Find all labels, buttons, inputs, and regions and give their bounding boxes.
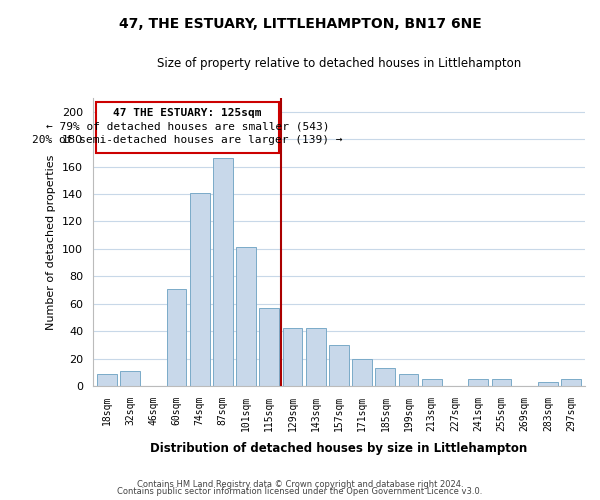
FancyBboxPatch shape [97,102,278,153]
Bar [283,328,302,386]
X-axis label: Distribution of detached houses by size in Littlehampton: Distribution of detached houses by size … [151,442,527,455]
Bar [422,379,442,386]
Text: Contains public sector information licensed under the Open Government Licence v3: Contains public sector information licen… [118,487,482,496]
Bar [306,328,326,386]
Y-axis label: Number of detached properties: Number of detached properties [46,154,56,330]
Bar [352,358,372,386]
Bar [561,379,581,386]
Bar [376,368,395,386]
Bar [167,288,187,386]
Bar [469,379,488,386]
Bar [491,379,511,386]
Text: 47, THE ESTUARY, LITTLEHAMPTON, BN17 6NE: 47, THE ESTUARY, LITTLEHAMPTON, BN17 6NE [119,18,481,32]
Bar [259,308,279,386]
Bar [120,371,140,386]
Text: ← 79% of detached houses are smaller (543): ← 79% of detached houses are smaller (54… [46,122,329,132]
Text: 47 THE ESTUARY: 125sqm: 47 THE ESTUARY: 125sqm [113,108,262,118]
Bar [329,345,349,386]
Bar [236,248,256,386]
Title: Size of property relative to detached houses in Littlehampton: Size of property relative to detached ho… [157,58,521,70]
Bar [399,374,418,386]
Bar [213,158,233,386]
Bar [190,192,209,386]
Text: Contains HM Land Registry data © Crown copyright and database right 2024.: Contains HM Land Registry data © Crown c… [137,480,463,489]
Bar [97,374,116,386]
Text: 20% of semi-detached houses are larger (139) →: 20% of semi-detached houses are larger (… [32,135,343,145]
Bar [538,382,558,386]
